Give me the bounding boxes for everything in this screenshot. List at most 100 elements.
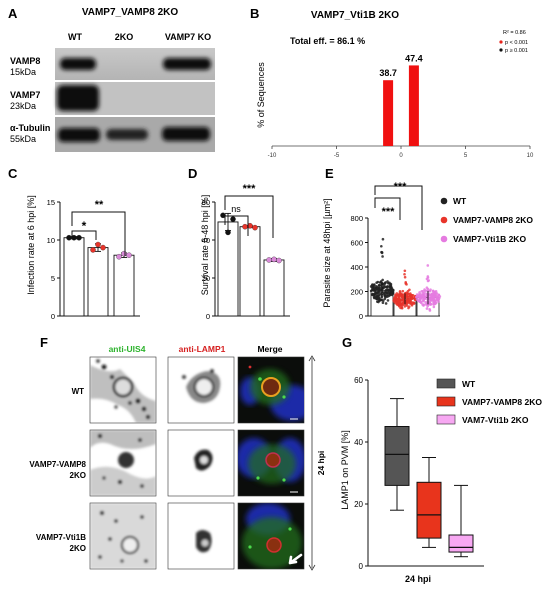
micrograph-wt-uis4 — [89, 356, 157, 424]
bar — [239, 226, 261, 317]
data-point — [394, 294, 398, 297]
box — [448, 534, 474, 553]
data-point — [397, 301, 401, 305]
data-point — [404, 282, 408, 285]
panel-b-legend: R² = 0.86 p < 0.001 p ≥ 0.001 — [499, 30, 528, 54]
y-tick-label: 600 — [350, 239, 363, 248]
panel-g-ylabel: LAMP1 on PVM [%] — [340, 430, 350, 510]
micrograph-vti1b-merge — [237, 502, 305, 570]
panel-f-row-vti1b: VAMP7-Vti1B 2KO — [36, 533, 86, 553]
panel-e-legend-dot-wt — [440, 197, 448, 205]
panel-e-legend-v8: VAMP7-VAMP8 2KO — [453, 215, 533, 225]
sig-label-c1: * — [82, 219, 87, 233]
data-point — [371, 293, 375, 296]
data-point — [225, 229, 231, 236]
panel-g-xlabel: 24 hpi — [405, 574, 431, 584]
data-point — [381, 237, 385, 241]
data-point — [380, 244, 383, 248]
band-tubulin-vamp7ko — [162, 127, 210, 141]
y-tick-label: 200 — [350, 288, 363, 297]
y-tick-label: 40 — [354, 438, 363, 447]
panel-b-bar — [383, 80, 394, 146]
arrow-icon — [288, 553, 303, 565]
data-point — [66, 234, 72, 241]
y-tick-label: 400 — [350, 263, 363, 272]
sig-label-c2: ** — [95, 199, 104, 211]
panel-e-sig: *** *** — [374, 181, 423, 230]
panel-f-row-vamp8: VAMP7-VAMP8 2KO — [29, 460, 86, 480]
data-point — [384, 292, 388, 295]
blot-row-tubulin-size: 55kDa — [10, 134, 36, 144]
data-point — [374, 295, 378, 299]
data-point — [387, 294, 391, 298]
data-point — [415, 298, 419, 301]
band-vamp7-wt — [57, 85, 99, 111]
blot-row-vamp7-size: 23kDa — [10, 101, 36, 111]
data-point — [376, 289, 380, 293]
panel-b-legend-ns: p ≥ 0.001 — [505, 48, 528, 54]
data-point — [379, 280, 383, 284]
band-tubulin-wt — [58, 128, 100, 142]
data-point — [418, 294, 422, 297]
data-point — [390, 286, 393, 290]
panel-f-col-merge: Merge — [257, 344, 282, 354]
data-point — [271, 256, 277, 263]
data-point — [374, 284, 378, 288]
data-point — [397, 296, 401, 299]
blot-row-vamp8-size: 15kDa — [10, 67, 36, 77]
data-point — [380, 250, 383, 254]
panel-e-legend-vti1b: VAMP7-Vti1B 2KO — [453, 234, 526, 244]
blot-row-vamp7: VAMP7 — [10, 90, 40, 100]
panel-b-xtick-label: 10 — [527, 153, 534, 159]
panel-d-letter: D — [188, 166, 197, 181]
panel-e-ylabel: Parasite size at 48hpi [µm²] — [322, 198, 332, 307]
data-point — [375, 281, 378, 284]
data-point — [410, 297, 413, 300]
panel-a-letter: A — [8, 6, 18, 21]
data-point — [405, 299, 409, 303]
panel-d-ylabel: Survival rate 6-48 hpi [%] — [200, 195, 210, 296]
blot-col-wt: WT — [68, 32, 82, 42]
panel-e-legend-dot-v8 — [440, 216, 448, 224]
y-tick-label: 10 — [47, 236, 55, 245]
data-point — [370, 286, 374, 289]
data-point — [374, 292, 377, 295]
box — [416, 481, 442, 539]
data-point — [432, 305, 436, 309]
panel-a: A VAMP7_VAMP8 2KO WT 2KO VAMP7 KO VAMP8 … — [8, 6, 215, 152]
data-point — [412, 301, 416, 305]
data-point — [76, 234, 82, 241]
micrograph-vti1b-lamp1 — [167, 502, 235, 570]
data-point — [384, 302, 388, 305]
data-point — [401, 289, 405, 293]
panel-f-side-label: 24 hpi — [316, 451, 326, 476]
panel-c-plot: 0 5 10 15 — [47, 198, 140, 321]
data-point — [95, 241, 101, 248]
panel-d-sig: ns *** — [224, 183, 274, 238]
data-point — [252, 224, 258, 231]
data-point — [100, 244, 106, 251]
sig-label-d1: ns — [231, 204, 241, 214]
panel-b-xtick-label: -10 — [268, 153, 277, 159]
data-point — [405, 291, 408, 295]
panel-g-legend-swatch-wt — [436, 378, 456, 389]
y-tick-label: 0 — [359, 562, 364, 571]
data-point — [220, 212, 226, 219]
data-point — [437, 293, 441, 297]
panel-c-sig: * ** — [71, 199, 126, 256]
panel-b-data-label: 38.7 — [379, 68, 397, 78]
data-point — [400, 299, 403, 302]
data-point — [90, 247, 96, 253]
blot-col-2ko: 2KO — [115, 32, 134, 42]
data-point — [400, 293, 403, 296]
panel-b-ticks: -10 -5 0 5 10 — [268, 146, 534, 159]
panel-b-legend-r2: R² = 0.86 — [503, 30, 526, 36]
sig-bracket-d2 — [224, 195, 274, 238]
data-point — [425, 277, 429, 281]
data-point — [397, 298, 401, 301]
bar — [113, 254, 135, 317]
sig-bracket-d1 — [224, 215, 249, 236]
panel-g-legend-vti1b: VAM7-Vti1b 2KO — [462, 415, 529, 425]
data-point — [408, 288, 411, 292]
panel-b-total-eff: Total eff. = 86.1 % — [290, 36, 365, 46]
